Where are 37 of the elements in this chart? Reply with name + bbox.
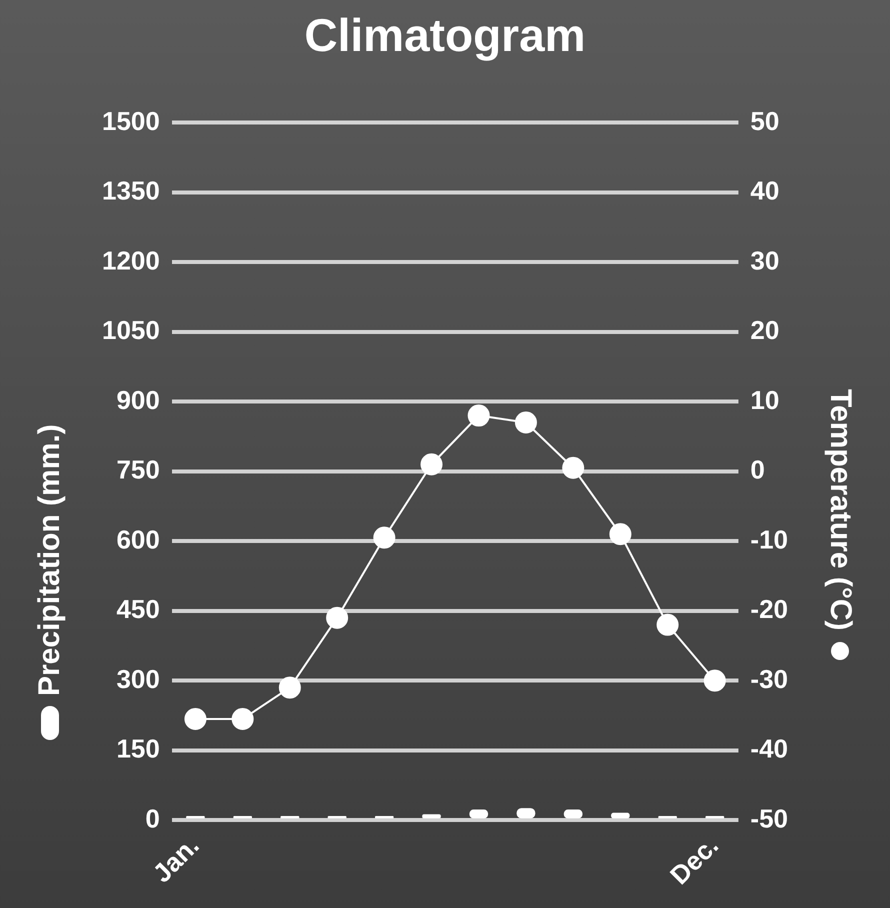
point xyxy=(326,606,348,629)
y2-tick-label: -20 xyxy=(750,594,788,624)
point xyxy=(514,412,537,434)
point xyxy=(704,670,726,692)
y2-tick-label: 20 xyxy=(750,315,780,346)
y2-tick-label: 50 xyxy=(750,106,780,136)
y2-axis-title: Temperature (°C) xyxy=(823,388,857,630)
y2-tick-label: -50 xyxy=(750,803,788,834)
point xyxy=(609,523,632,546)
y2-tick-label: 40 xyxy=(750,176,780,206)
point xyxy=(656,614,679,636)
y2-tick-label: -10 xyxy=(750,524,788,554)
point xyxy=(420,453,443,476)
point xyxy=(232,708,254,730)
y2-tick-label: 10 xyxy=(750,384,780,415)
y-tick-label: 300 xyxy=(116,664,160,694)
y-tick-label: 1500 xyxy=(102,106,160,136)
y-tick-label: 150 xyxy=(116,734,160,764)
y-tick-label: 1050 xyxy=(102,315,160,346)
y-tick-label: 900 xyxy=(116,384,160,415)
point xyxy=(278,676,301,699)
y-tick-label: 600 xyxy=(116,524,160,554)
point xyxy=(562,456,584,479)
y2-tick-label: -30 xyxy=(750,664,788,694)
point xyxy=(468,404,490,427)
y-tick-label: 1200 xyxy=(102,245,160,276)
point xyxy=(373,526,396,549)
y2-tick-label: 0 xyxy=(750,454,765,485)
y-tick-label: 1350 xyxy=(102,176,160,206)
point xyxy=(184,708,206,730)
chart-title: Climatogram xyxy=(303,8,587,62)
y2-tick-label: -40 xyxy=(750,734,788,764)
y2-tick-label: 30 xyxy=(750,245,780,276)
x-tick-label: Dec. xyxy=(664,830,724,890)
y-axis-title: Precipitation (mm.) xyxy=(33,424,67,696)
y-tick-label: 750 xyxy=(116,454,160,485)
y-tick-label: 450 xyxy=(116,594,160,624)
